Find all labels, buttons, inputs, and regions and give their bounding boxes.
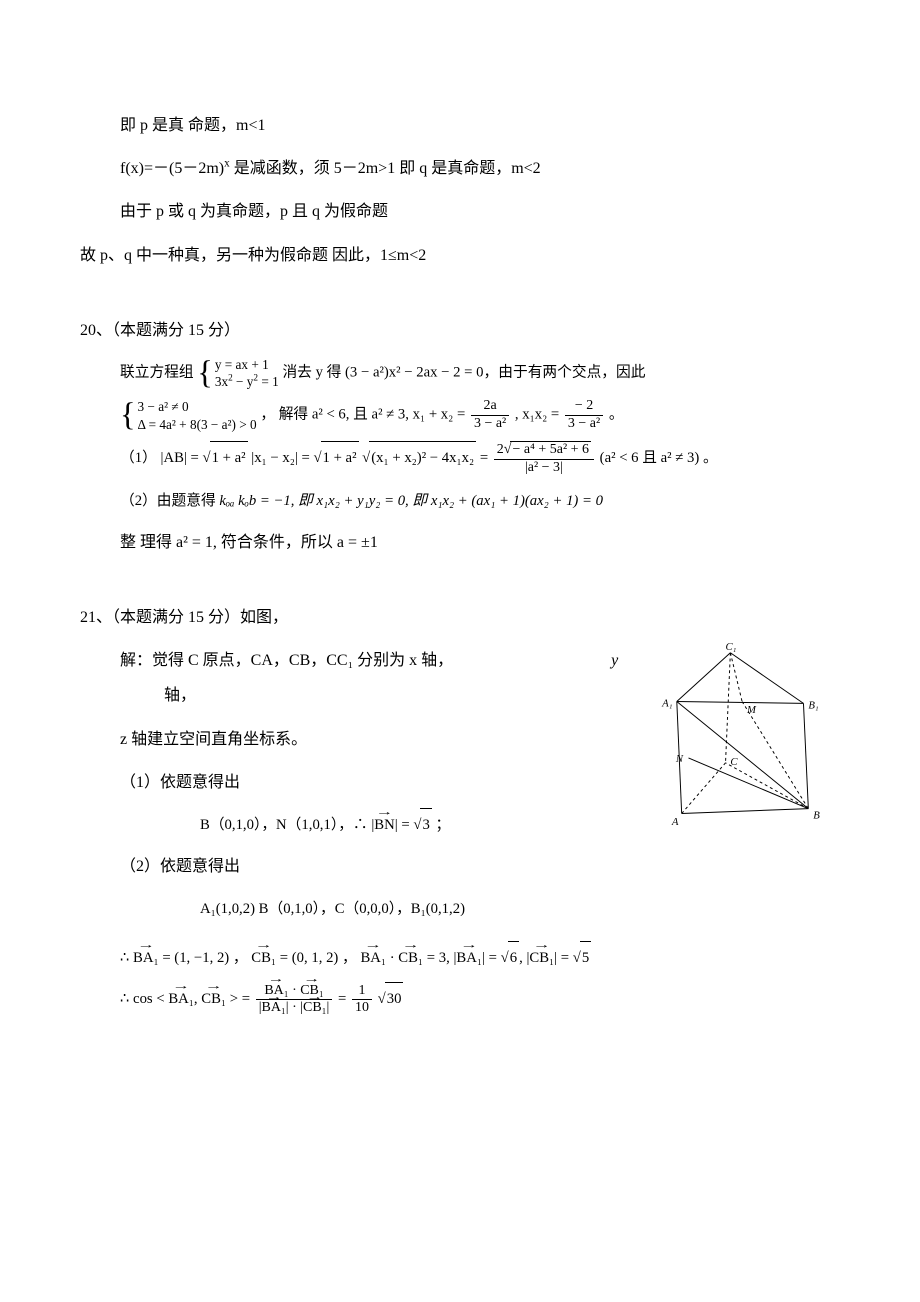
q20-part2a: （2）由题意得 kₒₐ kₒb = −1, 即 x₁x₂ + y₁y₂ = 0,… bbox=[80, 485, 840, 517]
q19-line2: f(x)=－(5－2m)x 是减函数，须 5－2m>1 即 q 是真命题，m<2 bbox=[80, 151, 840, 186]
q20-p1-sqrt3: (x₁ + x₂)² − 4x₁x₂ bbox=[369, 441, 476, 474]
q21-p2-body: A₁(1,0,2) B（0,1,0），C（0,0,0），B₁(0,1,2) bbox=[80, 893, 840, 925]
q20-p1-sqrt2: 1 + a² bbox=[321, 441, 359, 474]
q20-p1-eq: = bbox=[480, 450, 492, 466]
q20-p2-body: kₒₐ kₒb = −1, 即 x₁x₂ + y₁y₂ = 0, 即 x₁x₂ … bbox=[219, 493, 603, 509]
q20-head: 20、（本题满分 15 分） bbox=[80, 313, 840, 348]
prism-diagram: C₁ A₁ B₁ M N C A B bbox=[660, 643, 830, 833]
q21-p4: ∴ cos < BA₁, CB₁ > = BA₁ · CB₁ BA₁ · CB₁… bbox=[80, 982, 840, 1017]
q20-line1: 联立方程组 { y = ax + 1 3x2 − y2 = 1 消去 y 得 (… bbox=[80, 356, 840, 390]
q20-part1: （1） |AB| = √1 + a² |x₁ − x₂| = √1 + a² √… bbox=[80, 441, 840, 477]
q20-p1-frac: 2√− a⁴ + 5a² + 6 |a² − 3| bbox=[494, 441, 594, 477]
q19-line1: 即 p 是真 命题，m<1 bbox=[80, 108, 840, 143]
q20-line2-frac1: 2a 3 − a² bbox=[471, 398, 509, 433]
svg-text:M: M bbox=[746, 704, 757, 716]
q20-line2-mid: ， 解得 a² < 6, 且 a² ≠ 3, x₁ + x₂ = bbox=[260, 407, 469, 423]
q20-line1-brace: { y = ax + 1 3x2 − y2 = 1 bbox=[197, 356, 278, 390]
q19-line2-post: 是减函数，须 5－2m>1 即 q 是真命题，m<2 bbox=[230, 160, 541, 177]
q20-line2-brace: { 3 − a² ≠ 0 Δ = 4a² + 8(3 − a²) > 0 bbox=[120, 398, 257, 432]
q20-p1-sqrt1: 1 + a² bbox=[210, 441, 248, 474]
q21-p4-frac2: 1 10 bbox=[352, 983, 372, 1018]
q20-line2: { 3 − a² ≠ 0 Δ = 4a² + 8(3 − a²) > 0 ， 解… bbox=[80, 398, 840, 433]
svg-text:C: C bbox=[730, 756, 738, 768]
svg-text:B: B bbox=[813, 810, 820, 822]
q20-p1-mid1: |x₁ − x₂| = bbox=[251, 450, 313, 466]
q20-line2-between: , x₁x₂ = bbox=[515, 407, 563, 423]
q20-line2-end: 。 bbox=[609, 407, 624, 423]
q21-p2-label: （2）依题意得出 bbox=[80, 849, 840, 884]
svg-text:A₁: A₁ bbox=[661, 698, 673, 710]
q20-line1-pre: 联立方程组 bbox=[120, 365, 194, 381]
q20-line2-eq1: 3 − a² ≠ 0 bbox=[138, 398, 257, 415]
svg-text:N: N bbox=[675, 753, 684, 765]
q19-line2-pre: f(x)=－(5－2m) bbox=[120, 160, 224, 177]
svg-text:C₁: C₁ bbox=[726, 643, 737, 653]
q20-p1-lhs: |AB| = bbox=[161, 450, 203, 466]
q20-line1-mid: 消去 y 得 bbox=[282, 365, 341, 381]
q20-line1-poly: (3 − a²)x² − 2ax − 2 = 0 bbox=[345, 365, 484, 381]
q20-line2-frac2: − 2 3 − a² bbox=[565, 398, 603, 433]
q21-p3: ∴ BA₁ = (1, −1, 2) ， CB₁ = (0, 1, 2) ， B… bbox=[80, 941, 840, 974]
q20-line1-eq2: 3x2 − y2 = 1 bbox=[215, 373, 279, 390]
q20-p1-cond: (a² < 6 且 a² ≠ 3) bbox=[600, 450, 700, 466]
q20-line1-eq1: y = ax + 1 bbox=[215, 356, 279, 373]
q20-part2b: 整 理得 a² = 1, 符合条件，所以 a = ±1 bbox=[80, 525, 840, 560]
q20-line2-eq2: Δ = 4a² + 8(3 − a²) > 0 bbox=[138, 416, 257, 433]
q21-p4-frac1: BA₁ · CB₁ BA₁ · CB₁ bbox=[256, 983, 333, 1018]
q20-p2-label: （2）由题意得 bbox=[120, 493, 219, 509]
svg-text:A: A bbox=[671, 816, 679, 828]
q19-line4: 故 p、q 中一种真，另一种为假命题 因此，1≤m<2 bbox=[80, 238, 840, 273]
q21-head: 21、（本题满分 15 分）如图， bbox=[80, 600, 840, 635]
q20-line1-post: ，由于有两个交点，因此 bbox=[484, 365, 646, 381]
svg-text:B₁: B₁ bbox=[808, 700, 819, 712]
q20-p1-label: （1） bbox=[120, 450, 157, 466]
q20-p1-end: 。 bbox=[699, 450, 717, 466]
q19-line3: 由于 p 或 q 为真命题，p 且 q 为假命题 bbox=[80, 194, 840, 229]
